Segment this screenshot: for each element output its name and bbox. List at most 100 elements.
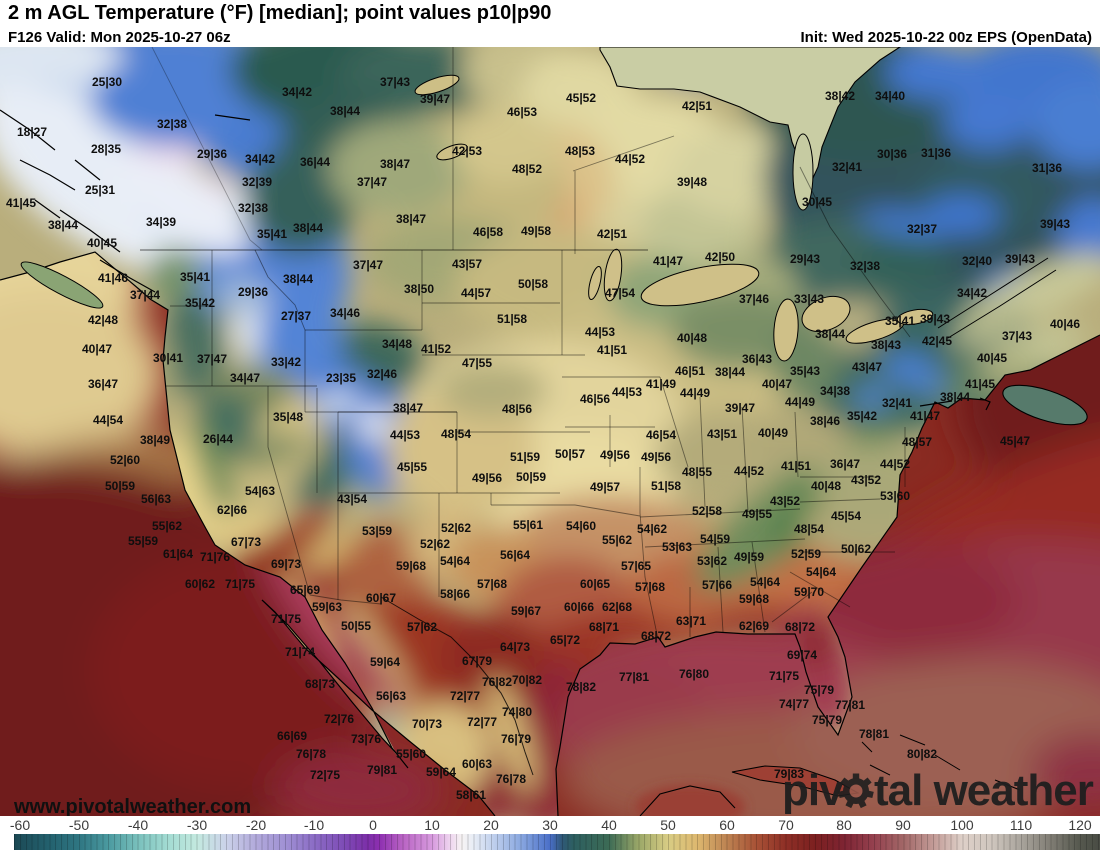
svg-text:32|39: 32|39: [242, 175, 272, 189]
svg-text:39|48: 39|48: [677, 175, 707, 189]
svg-text:34|39: 34|39: [146, 215, 176, 229]
svg-text:40|49: 40|49: [758, 426, 788, 440]
svg-text:43|54: 43|54: [337, 492, 367, 506]
svg-text:41|47: 41|47: [653, 254, 683, 268]
svg-text:31|36: 31|36: [921, 146, 951, 160]
svg-text:48|54: 48|54: [794, 522, 824, 536]
svg-text:49|56: 49|56: [641, 450, 671, 464]
svg-text:28|35: 28|35: [91, 142, 121, 156]
svg-text:46|58: 46|58: [473, 225, 503, 239]
svg-text:74|77: 74|77: [779, 697, 809, 711]
svg-text:29|43: 29|43: [790, 252, 820, 266]
svg-text:44|54: 44|54: [93, 413, 123, 427]
svg-text:54|63: 54|63: [245, 484, 275, 498]
svg-text:34|42: 34|42: [245, 152, 275, 166]
svg-text:74|80: 74|80: [502, 705, 532, 719]
svg-text:71|75: 71|75: [769, 669, 799, 683]
svg-text:46|53: 46|53: [507, 105, 537, 119]
svg-text:59|70: 59|70: [794, 585, 824, 599]
svg-text:48|55: 48|55: [682, 465, 712, 479]
svg-text:75|79: 75|79: [804, 683, 834, 697]
svg-text:44|52: 44|52: [615, 152, 645, 166]
svg-text:59|68: 59|68: [739, 592, 769, 606]
svg-text:46|56: 46|56: [580, 392, 610, 406]
svg-text:35|41: 35|41: [257, 227, 287, 241]
svg-text:71|76: 71|76: [200, 550, 230, 564]
svg-text:35|48: 35|48: [273, 410, 303, 424]
svg-text:48|57: 48|57: [902, 435, 932, 449]
svg-text:59|68: 59|68: [396, 559, 426, 573]
svg-text:35|42: 35|42: [185, 296, 215, 310]
svg-text:38|47: 38|47: [393, 401, 423, 415]
svg-text:52|62: 52|62: [420, 537, 450, 551]
svg-text:45|47: 45|47: [1000, 434, 1030, 448]
svg-text:42|45: 42|45: [922, 334, 952, 348]
svg-text:32|41: 32|41: [882, 396, 912, 410]
svg-text:78|81: 78|81: [859, 727, 889, 741]
svg-text:77|81: 77|81: [835, 698, 865, 712]
svg-text:51|59: 51|59: [510, 450, 540, 464]
svg-text:60|63: 60|63: [462, 757, 492, 771]
svg-text:66|69: 66|69: [277, 729, 307, 743]
svg-text:23|35: 23|35: [326, 371, 356, 385]
svg-text:39|43: 39|43: [1005, 252, 1035, 266]
svg-text:33|42: 33|42: [271, 355, 301, 369]
svg-text:72|77: 72|77: [467, 715, 497, 729]
svg-text:35|42: 35|42: [847, 409, 877, 423]
svg-text:70|82: 70|82: [512, 673, 542, 687]
svg-text:53|60: 53|60: [880, 489, 910, 503]
svg-text:38|44: 38|44: [815, 327, 845, 341]
svg-text:49|56: 49|56: [600, 448, 630, 462]
svg-text:57|66: 57|66: [702, 578, 732, 592]
svg-text:41|47: 41|47: [910, 409, 940, 423]
svg-text:68|72: 68|72: [641, 629, 671, 643]
svg-text:30|36: 30|36: [877, 147, 907, 161]
svg-text:61|64: 61|64: [163, 547, 193, 561]
svg-text:38|47: 38|47: [396, 212, 426, 226]
svg-text:71|75: 71|75: [271, 612, 301, 626]
svg-text:piv: piv: [782, 766, 844, 815]
svg-text:37|47: 37|47: [353, 258, 383, 272]
svg-text:35|41: 35|41: [180, 270, 210, 284]
svg-text:38|44: 38|44: [940, 390, 970, 404]
svg-text:38|44: 38|44: [48, 218, 78, 232]
svg-text:36|47: 36|47: [830, 457, 860, 471]
svg-text:37|43: 37|43: [380, 75, 410, 89]
svg-text:33|43: 33|43: [794, 292, 824, 306]
svg-text:60|65: 60|65: [580, 577, 610, 591]
svg-text:53|62: 53|62: [697, 554, 727, 568]
svg-text:48|56: 48|56: [502, 402, 532, 416]
svg-text:44|49: 44|49: [680, 386, 710, 400]
svg-text:34|48: 34|48: [382, 337, 412, 351]
svg-text:56|63: 56|63: [376, 689, 406, 703]
svg-text:55|62: 55|62: [602, 533, 632, 547]
svg-text:44|53: 44|53: [585, 325, 615, 339]
svg-text:49|58: 49|58: [521, 224, 551, 238]
svg-text:36|44: 36|44: [300, 155, 330, 169]
svg-text:41|52: 41|52: [421, 342, 451, 356]
svg-text:53|59: 53|59: [362, 524, 392, 538]
svg-text:43|52: 43|52: [770, 494, 800, 508]
svg-text:37|46: 37|46: [739, 292, 769, 306]
svg-text:76|78: 76|78: [496, 772, 526, 786]
svg-text:30|45: 30|45: [802, 195, 832, 209]
svg-text:64|73: 64|73: [500, 640, 530, 654]
svg-text:47|55: 47|55: [462, 356, 492, 370]
svg-text:38|44: 38|44: [715, 365, 745, 379]
svg-text:34|40: 34|40: [875, 89, 905, 103]
svg-text:62|68: 62|68: [602, 600, 632, 614]
svg-text:54|64: 54|64: [806, 565, 836, 579]
svg-text:41|51: 41|51: [597, 343, 627, 357]
svg-text:72|76: 72|76: [324, 712, 354, 726]
svg-text:69|74: 69|74: [787, 648, 817, 662]
svg-text:53|63: 53|63: [662, 540, 692, 554]
svg-text:56|63: 56|63: [141, 492, 171, 506]
svg-text:65|72: 65|72: [550, 633, 580, 647]
svg-text:40|47: 40|47: [82, 342, 112, 356]
svg-text:41|45: 41|45: [6, 196, 36, 210]
svg-text:43|47: 43|47: [852, 360, 882, 374]
svg-text:38|47: 38|47: [380, 157, 410, 171]
svg-text:41|51: 41|51: [781, 459, 811, 473]
svg-text:42|51: 42|51: [682, 99, 712, 113]
svg-text:39|47: 39|47: [725, 401, 755, 415]
